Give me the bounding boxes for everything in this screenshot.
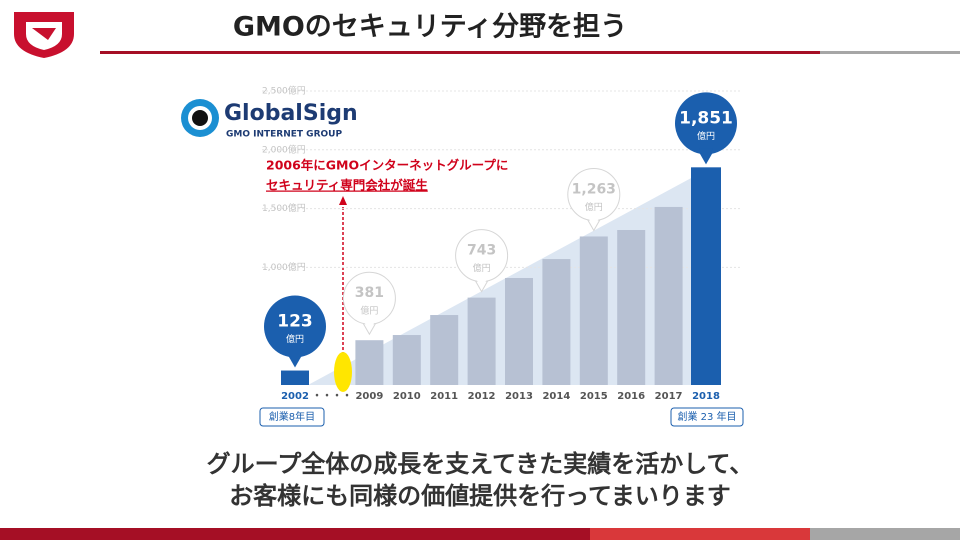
message-line: お客様にも同様の価値提供を行ってまいります [229, 482, 731, 510]
value-label: 1,851 [679, 108, 733, 128]
x-tick-label: 2015 [580, 391, 608, 402]
callout-bubble [675, 92, 737, 155]
bar [691, 167, 721, 385]
bar [542, 259, 571, 385]
x-tick-label: 2013 [505, 391, 533, 402]
callout-pointer-cover [474, 275, 489, 290]
x-tick-label: 2017 [655, 391, 683, 402]
value-label: 743 [467, 243, 496, 259]
logo-sub: GMO INTERNET GROUP [226, 130, 342, 140]
value-unit: 億円 [585, 201, 603, 213]
x-tick-label: 2012 [468, 391, 496, 402]
value-label: 381 [355, 285, 384, 301]
x-tick-label: ・・・・ [312, 391, 352, 402]
bar [505, 277, 533, 385]
value-unit: 億円 [286, 333, 304, 345]
message-line: グループ全体の成長を支えてきた実績を活かして、 [207, 450, 754, 478]
footer-band [810, 528, 960, 540]
milestone-label: 創業 23 年目 [677, 410, 736, 423]
y-tick-label: 1,000億円 [262, 261, 306, 273]
title-rule [100, 51, 820, 54]
x-tick-label: 2018 [692, 391, 720, 402]
callout-bubble [264, 295, 326, 358]
y-tick-label: 1,500億円 [262, 202, 306, 214]
bar [430, 315, 459, 385]
callout-pointer-cover [288, 351, 302, 366]
milestone-label: 創業8年目 [269, 410, 315, 423]
x-tick-label: 2002 [281, 391, 309, 402]
highlight-oval [334, 352, 352, 392]
annotation-line: 2006年にGMOインターネットグループに [266, 158, 508, 173]
x-tick-label: 2011 [430, 391, 458, 402]
bar [617, 230, 646, 385]
slide-title: GMOのセキュリティ分野を担う [233, 12, 627, 43]
x-tick-label: 2009 [355, 391, 383, 402]
logo-name: GlobalSign [224, 101, 358, 126]
value-label: 1,263 [572, 181, 616, 197]
callout-pointer-cover [362, 318, 377, 333]
value-unit: 億円 [360, 305, 378, 317]
bar [355, 340, 384, 385]
milestone-box [259, 407, 325, 427]
bar [654, 206, 683, 385]
milestone-box [670, 407, 744, 427]
x-tick-label: 2010 [393, 391, 421, 402]
logo-mark [32, 28, 56, 40]
value-label: 123 [277, 312, 313, 332]
bar [281, 370, 309, 385]
y-tick-label: 2,000億円 [262, 143, 306, 155]
footer-band [590, 528, 810, 540]
annotation-line: セキュリティ専門会社が誕生 [266, 178, 428, 193]
bar [467, 297, 496, 385]
value-unit: 億円 [473, 262, 491, 274]
title-rule-gray [820, 51, 960, 54]
y-tick-label: 2,500億円 [262, 85, 306, 97]
value-unit: 億円 [697, 130, 715, 142]
x-tick-label: 2016 [617, 391, 645, 402]
bar [579, 236, 608, 385]
footer-band [0, 528, 590, 540]
globalsign-pupil [192, 110, 208, 126]
callout-pointer-cover [699, 148, 713, 163]
callout-pointer-cover [586, 214, 601, 229]
x-tick-label: 2014 [542, 391, 570, 402]
annotation-arrowhead [339, 196, 347, 205]
bar [392, 335, 421, 385]
